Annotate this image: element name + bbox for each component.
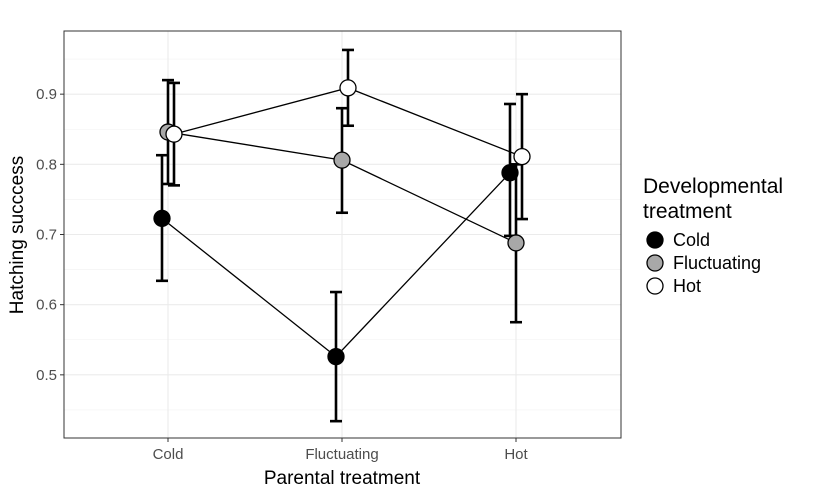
y-tick-label: 0.5 [36, 367, 57, 384]
x-tick-label: Hot [504, 446, 528, 463]
legend-label: Hot [673, 276, 701, 296]
legend-items: Cold Fluctuating Hot [646, 230, 761, 296]
data-point [165, 125, 183, 143]
legend: Developmental treatment Cold Fluctuating H… [643, 175, 783, 296]
y-tick-label: 0.9 [36, 86, 57, 103]
legend-marker [646, 231, 664, 249]
legend-label: Fluctuating [673, 253, 761, 273]
data-point [507, 234, 525, 252]
legend-item: Cold [646, 230, 710, 250]
y-axis-title: Hatching succcess [7, 156, 28, 314]
legend-marker [646, 277, 664, 295]
legend-item: Fluctuating [646, 253, 761, 273]
x-axis: Cold Fluctuating Hot [153, 438, 529, 463]
x-tick-label: Fluctuating [305, 446, 378, 463]
x-axis-title: Parental treatment [264, 468, 421, 489]
legend-label: Cold [673, 230, 710, 250]
points [153, 79, 531, 366]
legend-item: Hot [646, 276, 701, 296]
y-tick-label: 0.7 [36, 227, 57, 244]
data-point [327, 347, 345, 366]
data-point [333, 151, 351, 169]
legend-marker [646, 254, 664, 272]
y-tick-label: 0.6 [36, 297, 57, 314]
x-tick-label: Cold [153, 446, 184, 463]
y-tick-label: 0.8 [36, 156, 57, 173]
data-point [339, 79, 357, 97]
data-point [501, 164, 519, 182]
data-point [513, 147, 531, 166]
y-axis: 0.5 0.6 0.7 0.8 0.9 [36, 86, 64, 384]
legend-title-line-1: Developmental [643, 175, 783, 198]
legend-title-line-2: treatment [643, 200, 732, 223]
data-point [153, 209, 171, 228]
